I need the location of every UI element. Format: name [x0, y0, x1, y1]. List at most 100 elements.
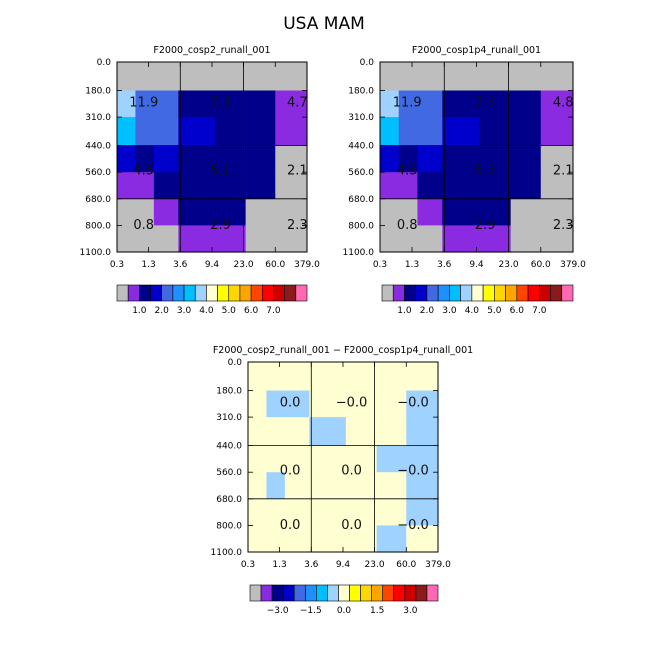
colorbar-difference: −3.0 −1.5 0.0 1.5 3.0	[249, 584, 439, 616]
x-tick-label: 23.0	[234, 260, 254, 270]
cell-value-label: 2.9	[475, 218, 496, 233]
colorbar-label: 3.0	[403, 606, 418, 616]
colorbar-swatch	[172, 284, 185, 302]
heatmap-cell	[510, 117, 542, 147]
heatmap-cell	[442, 62, 480, 92]
heatmap-cell	[214, 90, 247, 118]
colorbar-swatch	[505, 284, 518, 302]
colorbar-swatch	[250, 284, 263, 302]
colorbar-swatch	[206, 284, 218, 302]
y-tick-label: 680.0	[216, 495, 242, 505]
y-tick-label: 0.0	[360, 58, 375, 68]
heatmap-cell	[479, 117, 512, 147]
colorbar-label: 5.0	[487, 306, 502, 316]
heatmap-cell	[406, 525, 439, 553]
colorbar-label: 7.0	[266, 306, 281, 316]
heatmap-cell	[284, 445, 310, 473]
colorbar-swatch	[304, 584, 317, 602]
heatmap-cell	[245, 90, 276, 118]
heatmap-cell	[417, 225, 443, 253]
heatmap-cell	[245, 117, 276, 147]
y-tick-label: 680.0	[85, 195, 111, 205]
heatmap-cell	[214, 145, 247, 173]
colorbar-label: −1.5	[300, 606, 322, 616]
heatmap-cell	[406, 417, 439, 447]
heatmap-cell	[345, 525, 378, 553]
heatmap-cell	[479, 62, 512, 92]
heatmap-cell	[540, 62, 574, 92]
colorbar-swatch	[161, 284, 174, 302]
colorbar-swatch	[415, 584, 428, 602]
y-tick-label: 440.0	[348, 142, 374, 152]
colorbar-swatch	[127, 284, 140, 302]
x-tick-label: 1.3	[405, 260, 419, 270]
cell-value-label: 0.0	[341, 464, 362, 479]
colorbar-swatch	[150, 284, 163, 302]
heatmap-cell	[153, 172, 179, 200]
heatmap-cell	[345, 417, 378, 447]
colorbar-label: 6.0	[510, 306, 525, 316]
heatmap-cell	[117, 225, 137, 253]
heatmap-cell	[245, 145, 276, 173]
y-tick-label: 1100.0	[211, 548, 243, 558]
heatmap-cell	[345, 390, 378, 418]
heatmap-cell	[540, 172, 574, 200]
colorbar-swatch	[426, 584, 439, 602]
heatmap-cell	[153, 198, 179, 226]
x-tick-label: 9.4	[205, 260, 220, 270]
heatmap-cell	[380, 62, 400, 92]
colorbar-swatch	[381, 284, 394, 302]
colorbar-swatch	[371, 584, 384, 602]
heatmap-cell	[540, 90, 574, 118]
heatmap-cell	[309, 417, 347, 447]
heatmap-cell	[117, 117, 137, 147]
panel-cosp2: F2000_cosp2_runall_001 0.3 1.3 3.6 9.4 23.0 60…	[80, 45, 321, 270]
cell-value-label: 2.9	[210, 218, 231, 233]
y-tick-label: 440.0	[85, 142, 111, 152]
heatmap-cell	[248, 390, 268, 418]
heatmap-cell	[380, 117, 400, 147]
x-tick-label: 379.0	[560, 260, 586, 270]
x-tick-label: 0.3	[373, 260, 387, 270]
colorbar-label: 3.0	[177, 306, 192, 316]
colorbar-label: 4.0	[465, 306, 480, 316]
colorbar-label: −3.0	[267, 606, 289, 616]
cell-value-label: −0.0	[397, 464, 429, 479]
heatmap-cell	[248, 445, 268, 473]
colorbar-swatch	[494, 284, 506, 302]
heatmap-cell	[442, 225, 480, 253]
heatmap-cell	[398, 62, 419, 92]
y-tick-label: 440.0	[216, 442, 242, 452]
x-tick-label: 0.3	[241, 560, 255, 570]
heatmap-cell	[510, 90, 542, 118]
heatmap-cell	[153, 62, 179, 92]
heatmap-cell	[135, 145, 155, 173]
panel-cosp1p4: F2000_cosp1p4_runall_001 0.3 1.3 3.6 9.4 23.0…	[343, 45, 587, 270]
heatmap-cell	[380, 172, 400, 200]
heatmap-cell	[266, 445, 286, 473]
colorbar-label: 1.5	[370, 606, 384, 616]
x-tick-label: 9.4	[469, 260, 484, 270]
colorbar-swatch	[338, 584, 350, 602]
cell-value-label: 0.0	[280, 396, 301, 411]
heatmap-cell	[479, 145, 512, 173]
heatmap-cell	[117, 172, 137, 200]
heatmap-cell	[406, 445, 439, 473]
heatmap-cell	[135, 225, 155, 253]
heatmap-cell	[540, 198, 574, 226]
colorbar-swatch	[217, 284, 230, 302]
x-tick-label: 1.3	[141, 260, 155, 270]
y-tick-label: 680.0	[348, 195, 374, 205]
colorbar-swatch	[194, 284, 207, 302]
colorbar-label: 4.0	[199, 306, 214, 316]
heatmap-cell	[380, 225, 400, 253]
heatmap-cell	[417, 172, 443, 200]
x-tick-label: 3.6	[173, 260, 188, 270]
cell-value-label: 7.3	[475, 96, 496, 111]
cell-value-label: 4.8	[553, 96, 574, 111]
heatmap-cell	[479, 198, 512, 226]
heatmap-cell	[284, 362, 310, 392]
heatmap-cell	[398, 117, 419, 147]
x-tick-label: 23.0	[499, 260, 519, 270]
